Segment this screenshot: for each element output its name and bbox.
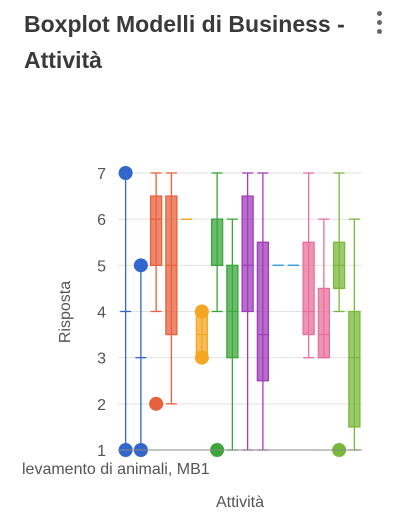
y-axis-ticks: 1 2 3 4 5 6 7 (97, 166, 106, 460)
box (348, 310, 361, 428)
box-series-7 (210, 172, 225, 457)
box (256, 241, 270, 382)
chart-title: Boxplot Modelli di Business - Attività (24, 11, 345, 73)
x-axis-title: Attività (216, 494, 264, 511)
box (149, 195, 163, 266)
boxplot-series (118, 166, 361, 457)
box-series-16 (348, 218, 361, 451)
outlier-point (149, 396, 164, 411)
box-series-4 (165, 172, 178, 405)
box-series-15 (332, 172, 347, 457)
box (210, 218, 224, 266)
box-series-1 (118, 166, 133, 457)
box-series-10 (256, 172, 270, 451)
y-tick-label: 6 (97, 212, 106, 229)
y-axis-title: Risposta (57, 281, 74, 343)
y-tick-label: 2 (97, 397, 106, 414)
box (302, 241, 315, 336)
outlier-point (194, 304, 209, 319)
y-tick-label: 1 (97, 443, 106, 460)
box-series-14 (317, 218, 331, 359)
outlier-point (133, 258, 148, 273)
more-vertical-icon[interactable] (370, 8, 390, 38)
box (317, 287, 331, 359)
y-tick-label: 4 (97, 305, 106, 322)
x-category-label[interactable]: levamento di animali, MB1 (22, 461, 210, 478)
y-tick-label: 5 (97, 258, 106, 275)
y-tick-label: 3 (97, 351, 106, 368)
box-series-9 (241, 172, 254, 451)
box-series-2 (133, 258, 148, 457)
box-series-13 (302, 172, 315, 359)
box-series-8 (226, 218, 239, 451)
outlier-point (118, 166, 133, 180)
y-tick-label: 7 (97, 166, 106, 183)
box-series-3 (149, 172, 164, 411)
outlier-point (194, 350, 209, 365)
box-series-6 (194, 304, 209, 365)
box (241, 195, 254, 313)
